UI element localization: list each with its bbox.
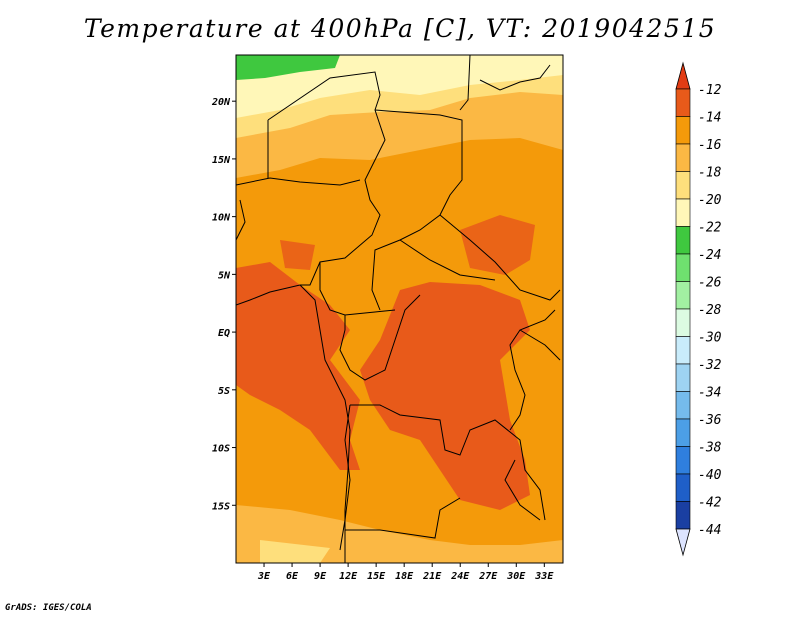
longitude-axis: 3E 6E 9E 12E 15E 18E 21E 24E 27E 30E 33E	[257, 563, 554, 582]
map-frame	[235, 54, 564, 564]
colorbar-label: -26	[698, 276, 722, 291]
latitude-axis: 20N 15N 10N 5N EQ 5S 10S 15S	[211, 97, 236, 512]
colorbar-label: -12	[698, 83, 722, 98]
colorbar-label: -14	[698, 111, 721, 126]
border-path	[236, 199, 246, 241]
lat-tick-label: 15S	[212, 501, 230, 512]
lat-tick-label: 5N	[218, 270, 231, 281]
border-path	[350, 404, 546, 521]
colorbar-label: -44	[698, 523, 721, 538]
colorbar-label: -24	[698, 248, 721, 263]
lon-tick-label: 21E	[422, 571, 442, 582]
map-title: Temperature at 400hPa [C], VT: 201904251…	[83, 14, 717, 43]
lat-tick-label: 10S	[212, 444, 230, 455]
lon-tick-label: 18E	[395, 571, 414, 582]
border-path	[339, 404, 351, 551]
lon-tick-label: 3E	[257, 571, 271, 582]
field-band-pale-north	[236, 55, 563, 118]
field-band-dark-east	[360, 282, 530, 510]
colorbar-label: -20	[698, 193, 722, 208]
field-patch-dark-nw	[280, 240, 315, 270]
lon-tick-label: 33E	[534, 571, 554, 582]
lat-tick-label: 15N	[212, 155, 231, 166]
lon-tick-label: 6E	[286, 571, 299, 582]
colorbar-swatch	[675, 198, 691, 227]
colorbar-swatch	[675, 88, 691, 117]
colorbar-label: -34	[698, 386, 721, 401]
lon-tick-label: 15E	[367, 571, 386, 582]
lon-tick-label: 12E	[339, 571, 358, 582]
colorbar-label: -32	[698, 358, 722, 373]
lon-tick-label: 9E	[314, 571, 327, 582]
colorbar-swatch	[675, 391, 691, 420]
border-path	[399, 239, 496, 281]
border-path	[319, 262, 396, 316]
border-path	[504, 459, 541, 521]
colorbar-label: -42	[698, 496, 722, 511]
colorbar-swatch	[675, 116, 691, 145]
border-path	[519, 329, 561, 361]
colorbar-swatch	[675, 501, 691, 530]
field-patch-dark-ne	[460, 215, 535, 275]
lat-tick-label: 10N	[212, 213, 231, 224]
border-path	[345, 497, 461, 539]
colorbar-label: -16	[698, 138, 722, 153]
country-borders	[236, 55, 561, 563]
colorbar-swatch	[675, 226, 691, 255]
colorbar-swatch	[675, 336, 691, 365]
colorbar-label: -18	[698, 166, 722, 181]
colorbar-swatch	[675, 446, 691, 475]
coastline	[236, 284, 301, 306]
colorbar-swatch	[675, 281, 691, 310]
border-path	[479, 64, 551, 91]
border-path	[339, 294, 421, 381]
colorbar-swatch	[675, 171, 691, 200]
field-patch-yellow-south	[260, 540, 330, 563]
lat-tick-label: 20N	[211, 97, 231, 108]
border-path	[459, 55, 471, 111]
border-path	[509, 309, 556, 431]
colorbar-label: -40	[698, 468, 722, 483]
temperature-field	[236, 55, 563, 563]
lat-tick-label: 5S	[218, 386, 230, 397]
colorbar-swatch	[675, 473, 691, 502]
colorbar-lower-triangle	[675, 528, 691, 557]
colorbar-label: -38	[698, 441, 722, 456]
grads-credit: GrADS: IGES/COLA	[5, 603, 92, 613]
colorbar-upper-triangle	[675, 61, 691, 90]
colorbar-swatch	[675, 308, 691, 337]
colorbar-swatch	[675, 143, 691, 172]
colorbar-swatch	[675, 253, 691, 282]
border-path	[236, 177, 361, 186]
field-band-dark-west	[236, 262, 360, 470]
coastline	[299, 284, 351, 563]
lon-tick-label: 27E	[478, 571, 498, 582]
colorbar-label: -22	[698, 221, 722, 236]
lon-tick-label: 30E	[506, 571, 526, 582]
colorbar-swatch	[675, 363, 691, 392]
lon-tick-label: 24E	[450, 571, 470, 582]
border-path	[267, 71, 386, 286]
colorbar-swatch	[675, 418, 691, 447]
border-path	[439, 214, 561, 301]
field-patch-green	[236, 55, 340, 80]
lat-tick-label: EQ	[218, 328, 230, 339]
colorbar-label: -36	[698, 413, 722, 428]
colorbar-label: -28	[698, 303, 722, 318]
colorbar-label: -30	[698, 331, 722, 346]
